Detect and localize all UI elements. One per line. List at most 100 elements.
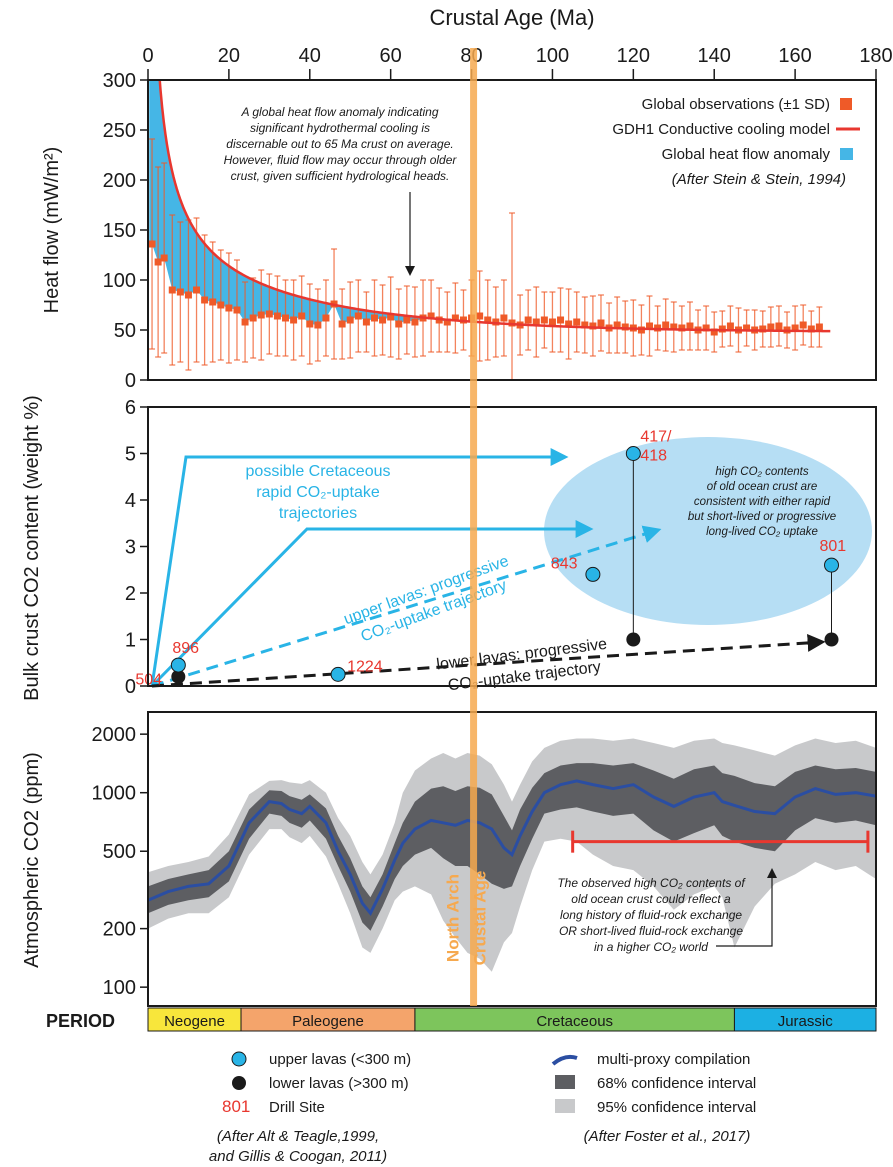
observation-point	[476, 312, 484, 320]
legend-observations: Global observations (±1 SD)	[642, 96, 830, 113]
atmospheric-co2-frame	[147, 711, 877, 1007]
period-label: PERIOD	[46, 1011, 115, 1031]
y-tick-label: 2000	[92, 724, 137, 746]
legend-anomaly: Global heat flow anomaly	[662, 146, 831, 163]
observation-point	[646, 322, 654, 330]
annotation-line: in a higher CO₂ world	[594, 940, 708, 954]
observation-point	[427, 312, 435, 320]
ellipse-note-line: consistent with either rapid	[694, 496, 831, 508]
annotation-line: crust, given sufficient hydrological hea…	[231, 169, 450, 183]
atmospheric-co2-y-ticks: 100 200 500 1000 2000	[92, 724, 148, 999]
observation-point	[807, 325, 815, 333]
observation-point	[597, 319, 605, 327]
observation-point	[670, 323, 678, 331]
y-tick-label: 100	[103, 270, 136, 292]
y-tick-label: 0	[125, 370, 136, 392]
rapid-label-line: rapid CO₂-uptake	[256, 484, 380, 501]
annotation-line: discernable out to 65 Ma crust on averag…	[226, 137, 453, 151]
legend-citation: (After Stein & Stein, 1994)	[672, 171, 846, 188]
observation-point	[540, 316, 548, 324]
y-tick-label: 200	[103, 170, 136, 192]
rapid-label-line: possible Cretaceous	[246, 463, 391, 480]
observation-point	[743, 324, 751, 332]
y-tick-label: 3	[125, 537, 136, 559]
observation-point	[209, 298, 217, 306]
observation-point	[613, 321, 621, 329]
y-tick-label: 100	[103, 977, 136, 999]
legend-model: GDH1 Conductive cooling model	[612, 121, 830, 138]
observation-point	[662, 321, 670, 329]
ellipse-note-line: of old ocean crust are	[707, 481, 818, 493]
y-tick-label: 5	[125, 444, 136, 466]
observation-point	[201, 296, 209, 304]
observation-point	[565, 320, 573, 328]
observation-point	[362, 318, 370, 326]
observation-point	[815, 323, 823, 331]
x-tick-label: 40	[299, 45, 321, 67]
observation-point	[370, 314, 378, 322]
lower-progressive-trajectory	[151, 633, 826, 688]
legend-observations-marker	[840, 98, 852, 110]
annotation-line: A global heat flow anomaly indicating	[240, 105, 438, 119]
observation-point	[500, 314, 508, 322]
y-tick-label: 250	[103, 120, 136, 142]
north-arch-label-2: Crustal Age	[471, 871, 490, 966]
legend-citation: (After Foster et al., 2017)	[584, 1128, 751, 1145]
upper-progressive-trajectory	[151, 525, 662, 688]
rapid-trajectory-2	[150, 520, 594, 688]
observation-point	[451, 314, 459, 322]
annotation-line: The observed high CO₂ contents of	[557, 876, 746, 890]
ellipse-note: high CO₂ contents of old ocean crust are…	[688, 466, 836, 538]
observation-point	[702, 324, 710, 332]
proxy-legend-line	[551, 1054, 578, 1066]
ellipse-note-line: high CO₂ contents	[715, 466, 808, 478]
annotation-pointer-head	[767, 868, 777, 878]
observation-point	[314, 321, 322, 329]
observation-point	[298, 312, 306, 320]
y-tick-label: 1	[125, 630, 136, 652]
lower-lava-point	[824, 632, 839, 647]
observation-point	[621, 323, 629, 331]
observation-point	[346, 316, 354, 324]
y-tick-label: 150	[103, 220, 136, 242]
observation-point	[249, 314, 257, 322]
x-tick-label: 140	[698, 45, 731, 67]
heat-flow-panel: 0 50 100 150 200 250 300 Heat flow (mW/m²) A g…	[41, 70, 877, 392]
ci95-swatch	[555, 1099, 575, 1113]
x-axis-title: Crustal Age (Ma)	[429, 5, 594, 30]
y-tick-label: 300	[103, 70, 136, 92]
north-arch-band: North Arch Crustal Age	[444, 48, 490, 1006]
observation-point	[154, 258, 162, 266]
observation-point	[193, 286, 201, 294]
lower-lava-point	[626, 632, 641, 647]
co2-legend: multi-proxy compilation 68% confidence i…	[551, 1051, 756, 1145]
heat-flow-plot	[148, 80, 831, 380]
observation-point	[290, 316, 298, 324]
atmospheric-plot	[148, 738, 876, 972]
x-tick-label: 20	[218, 45, 240, 67]
observation-point	[241, 318, 249, 326]
y-tick-label: 200	[103, 919, 136, 941]
legend-lower-lavas: lower lavas (>300 m)	[269, 1075, 409, 1092]
observation-point	[148, 240, 156, 248]
period-name: Neogene	[164, 1013, 225, 1030]
heat-flow-legend: Global observations (±1 SD) GDH1 Conduct…	[612, 96, 860, 188]
upper-lava-point	[824, 557, 840, 573]
observation-point	[176, 288, 184, 296]
x-tick-label: 120	[617, 45, 650, 67]
lower-lava-point	[171, 669, 186, 684]
y-tick-label: 50	[114, 320, 136, 342]
observation-point	[411, 318, 419, 326]
observation-point	[338, 320, 346, 328]
lower-lava-marker	[232, 1076, 246, 1090]
upper-lava-marker	[231, 1051, 247, 1067]
bulk-co2-y-ticks: 0 1 2 3 4 5 6	[125, 397, 148, 698]
rapid-label-line: trajectories	[279, 505, 357, 522]
observation-point	[403, 316, 411, 324]
upper-lava-point	[625, 446, 641, 461]
annotation-arrowhead	[405, 266, 415, 276]
observation-point	[557, 316, 565, 324]
drill-site-label: 801	[820, 538, 847, 555]
heat-flow-annotation: A global heat flow anomaly indicating si…	[224, 105, 458, 183]
ci68-swatch	[555, 1075, 575, 1089]
